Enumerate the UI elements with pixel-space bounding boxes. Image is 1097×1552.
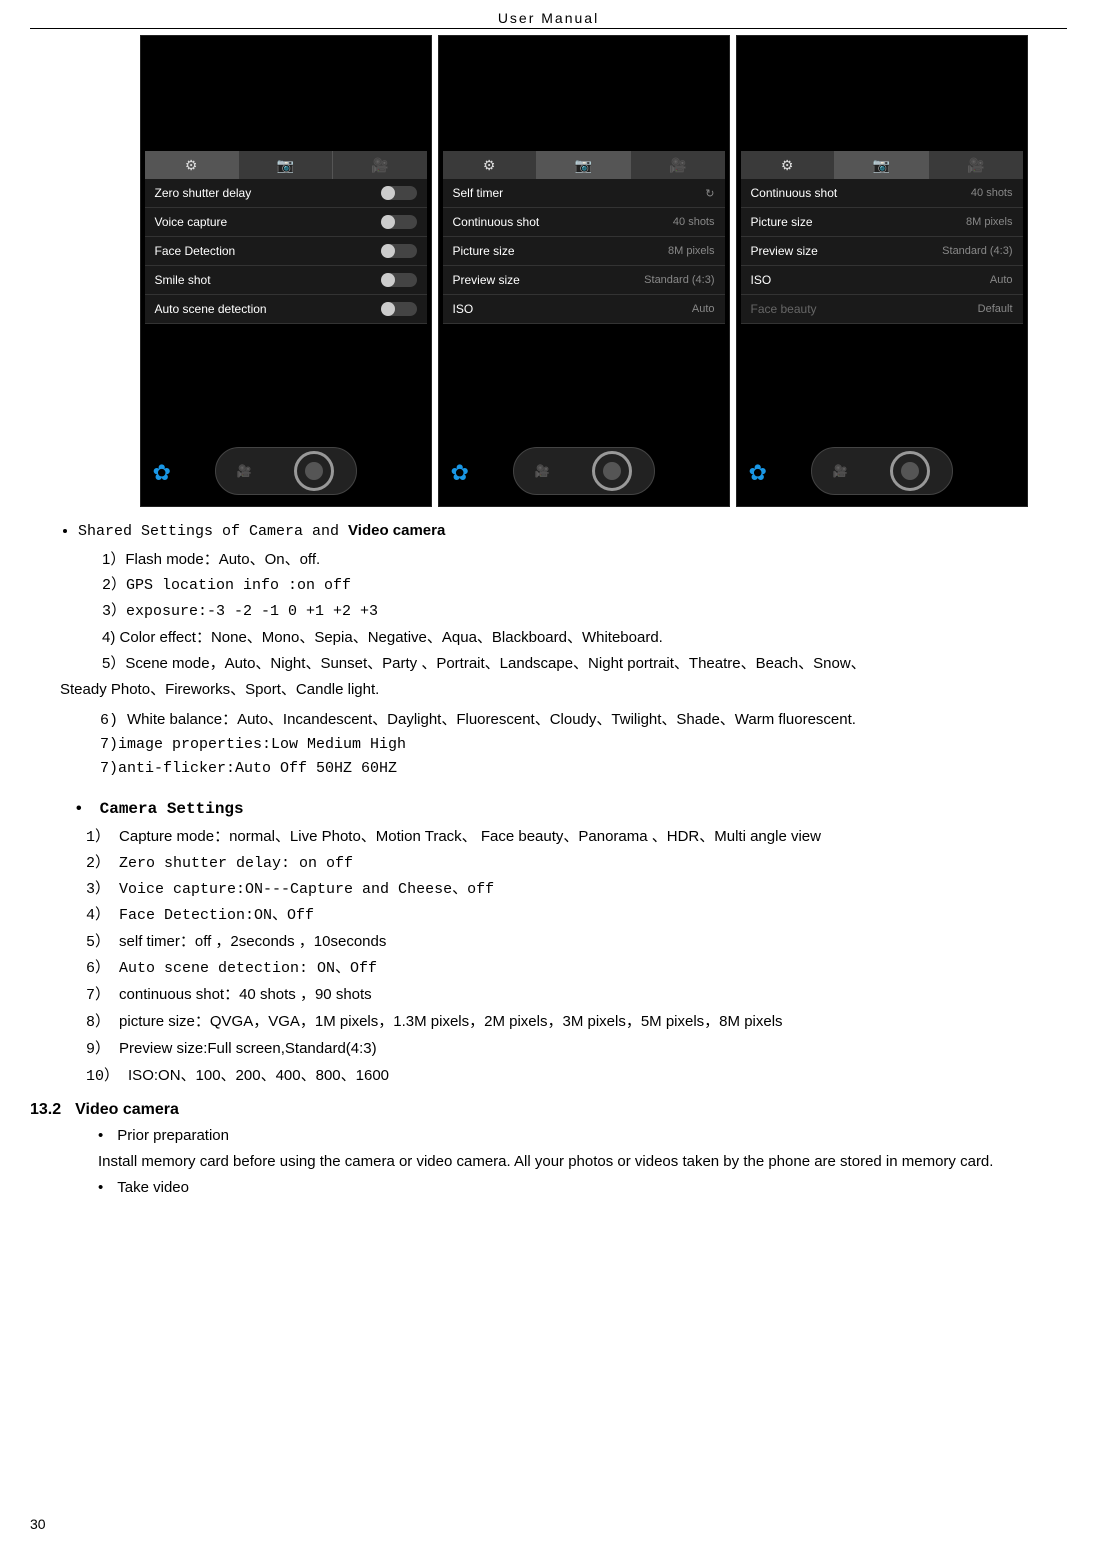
camera-settings-heading: Camera Settings xyxy=(102,797,1067,823)
tab-camera-icon: 📷 xyxy=(537,151,631,179)
row-face-detection: Face Detection xyxy=(145,237,427,266)
cs-zero-shutter: 2） Zero shutter delay: on off xyxy=(86,852,1067,876)
tab-camera-icon: 📷 xyxy=(239,151,333,179)
shutter-icon xyxy=(890,451,930,491)
row-continuous-shot: Continuous shot40 shots xyxy=(741,179,1023,208)
item-scene-mode-line2: Steady Photo、Fireworks、Sport、Candle ligh… xyxy=(60,678,1067,702)
shutter-pill: 🎥 xyxy=(513,447,655,495)
video-icon: 🎥 xyxy=(237,464,252,478)
prior-preparation-text: Install memory card before using the cam… xyxy=(98,1150,1067,1174)
item-flash-mode: 1）Flash mode：Auto、On、off. xyxy=(102,548,1067,572)
shutter-pill: 🎥 xyxy=(215,447,357,495)
tab-video-icon: 🎥 xyxy=(929,151,1022,179)
gear-icon: ✿ xyxy=(153,460,171,486)
video-icon: 🎥 xyxy=(833,464,848,478)
item-anti-flicker: 7)anti-flicker:Auto Off 50HZ 60HZ xyxy=(100,757,1067,781)
tab-video-icon: 🎥 xyxy=(333,151,426,179)
item-color-effect: 4) Color effect：None、Mono、Sepia、Negative… xyxy=(102,626,1067,650)
shared-settings-heading: Shared Settings of Camera and Video came… xyxy=(78,519,1067,544)
toggle-icon xyxy=(381,302,417,316)
item-white-balance: 6) 6) White balance：Auto、Incandescent、Da… xyxy=(100,708,1067,733)
item-scene-mode-line1: 5）Scene mode，Auto、Night、Sunset、Party 、Po… xyxy=(102,652,1067,676)
tab-settings-icon: ⚙ xyxy=(443,151,537,179)
page-header: User Manual xyxy=(30,10,1067,29)
row-iso: ISOAuto xyxy=(741,266,1023,295)
tab-settings-icon: ⚙ xyxy=(145,151,239,179)
row-continuous-shot: Continuous shot40 shots xyxy=(443,208,725,237)
toggle-icon xyxy=(381,215,417,229)
camera-settings-list: 1） Capture mode：normal、Live Photo、Motion… xyxy=(86,825,1067,1089)
toggle-icon xyxy=(381,186,417,200)
row-zero-shutter: Zero shutter delay xyxy=(145,179,427,208)
page: User Manual ⚙ 📷 🎥 Zero shutter delay Voi… xyxy=(0,0,1097,1552)
row-smile-shot: Smile shot xyxy=(145,266,427,295)
row-face-beauty: Face beautyDefault xyxy=(741,295,1023,324)
cs-picture-size: 8） picture size：QVGA，VGA，1M pixels，1.3M … xyxy=(86,1010,1067,1035)
take-video: Take video xyxy=(98,1176,1067,1200)
tab-camera-icon: 📷 xyxy=(835,151,929,179)
cs-voice-capture: 3） Voice capture:ON---Capture and Cheese… xyxy=(86,878,1067,902)
row-iso: ISOAuto xyxy=(443,295,725,324)
timer-icon: ↻ xyxy=(705,187,714,200)
item-gps: 2）GPS location info :on off xyxy=(102,574,1067,598)
video-icon: 🎥 xyxy=(535,464,550,478)
row-picture-size: Picture size8M pixels xyxy=(741,208,1023,237)
cs-self-timer: 5） self timer：off ，2seconds ，10seconds xyxy=(86,930,1067,955)
screenshots-row: ⚙ 📷 🎥 Zero shutter delay Voice capture F… xyxy=(100,35,1067,507)
row-preview-size: Preview sizeStandard (4:3) xyxy=(443,266,725,295)
gear-icon: ✿ xyxy=(451,460,469,486)
cs-preview-size: 9） Preview size:Full screen,Standard(4:3… xyxy=(86,1037,1067,1062)
toggle-icon xyxy=(381,244,417,258)
phone-screenshot-1: ⚙ 📷 🎥 Zero shutter delay Voice capture F… xyxy=(140,35,432,507)
shutter-icon xyxy=(294,451,334,491)
cs-continuous-shot: 7） continuous shot：40 shots ，90 shots xyxy=(86,983,1067,1008)
row-self-timer: Self timer↻ xyxy=(443,179,725,208)
row-auto-scene: Auto scene detection xyxy=(145,295,427,324)
item-exposure: 3）exposure:-3 -2 -1 0 +1 +2 +3 xyxy=(102,600,1067,624)
cs-face-detection: 4） Face Detection:ON、Off xyxy=(86,904,1067,928)
tab-video-icon: 🎥 xyxy=(631,151,724,179)
toggle-icon xyxy=(381,273,417,287)
cs-auto-scene: 6） Auto scene detection: ON、Off xyxy=(86,957,1067,981)
video-camera-bullets: Prior preparation xyxy=(98,1124,1067,1148)
prior-preparation: Prior preparation xyxy=(98,1124,1067,1148)
tab-settings-icon: ⚙ xyxy=(741,151,835,179)
cs-iso: 10） ISO:ON、100、200、400、800、1600 xyxy=(86,1064,1067,1089)
shutter-pill: 🎥 xyxy=(811,447,953,495)
shutter-icon xyxy=(592,451,632,491)
phone-screenshot-3: ⚙ 📷 🎥 Continuous shot40 shots Picture si… xyxy=(736,35,1028,507)
page-number: 30 xyxy=(30,1516,46,1532)
item-image-properties: 7)image properties:Low Medium High xyxy=(100,733,1067,757)
phone-screenshot-2: ⚙ 📷 🎥 Self timer↻ Continuous shot40 shot… xyxy=(438,35,730,507)
row-picture-size: Picture size8M pixels xyxy=(443,237,725,266)
cs-capture-mode: 1） Capture mode：normal、Live Photo、Motion… xyxy=(86,825,1067,850)
row-voice-capture: Voice capture xyxy=(145,208,427,237)
gear-icon: ✿ xyxy=(749,460,767,486)
row-preview-size: Preview sizeStandard (4:3) xyxy=(741,237,1023,266)
section-13-2: 13.2Video camera xyxy=(30,1097,1067,1123)
content: Shared Settings of Camera and Video came… xyxy=(30,519,1067,1200)
shared-settings-list: 1）Flash mode：Auto、On、off. 2）GPS location… xyxy=(102,548,1067,676)
